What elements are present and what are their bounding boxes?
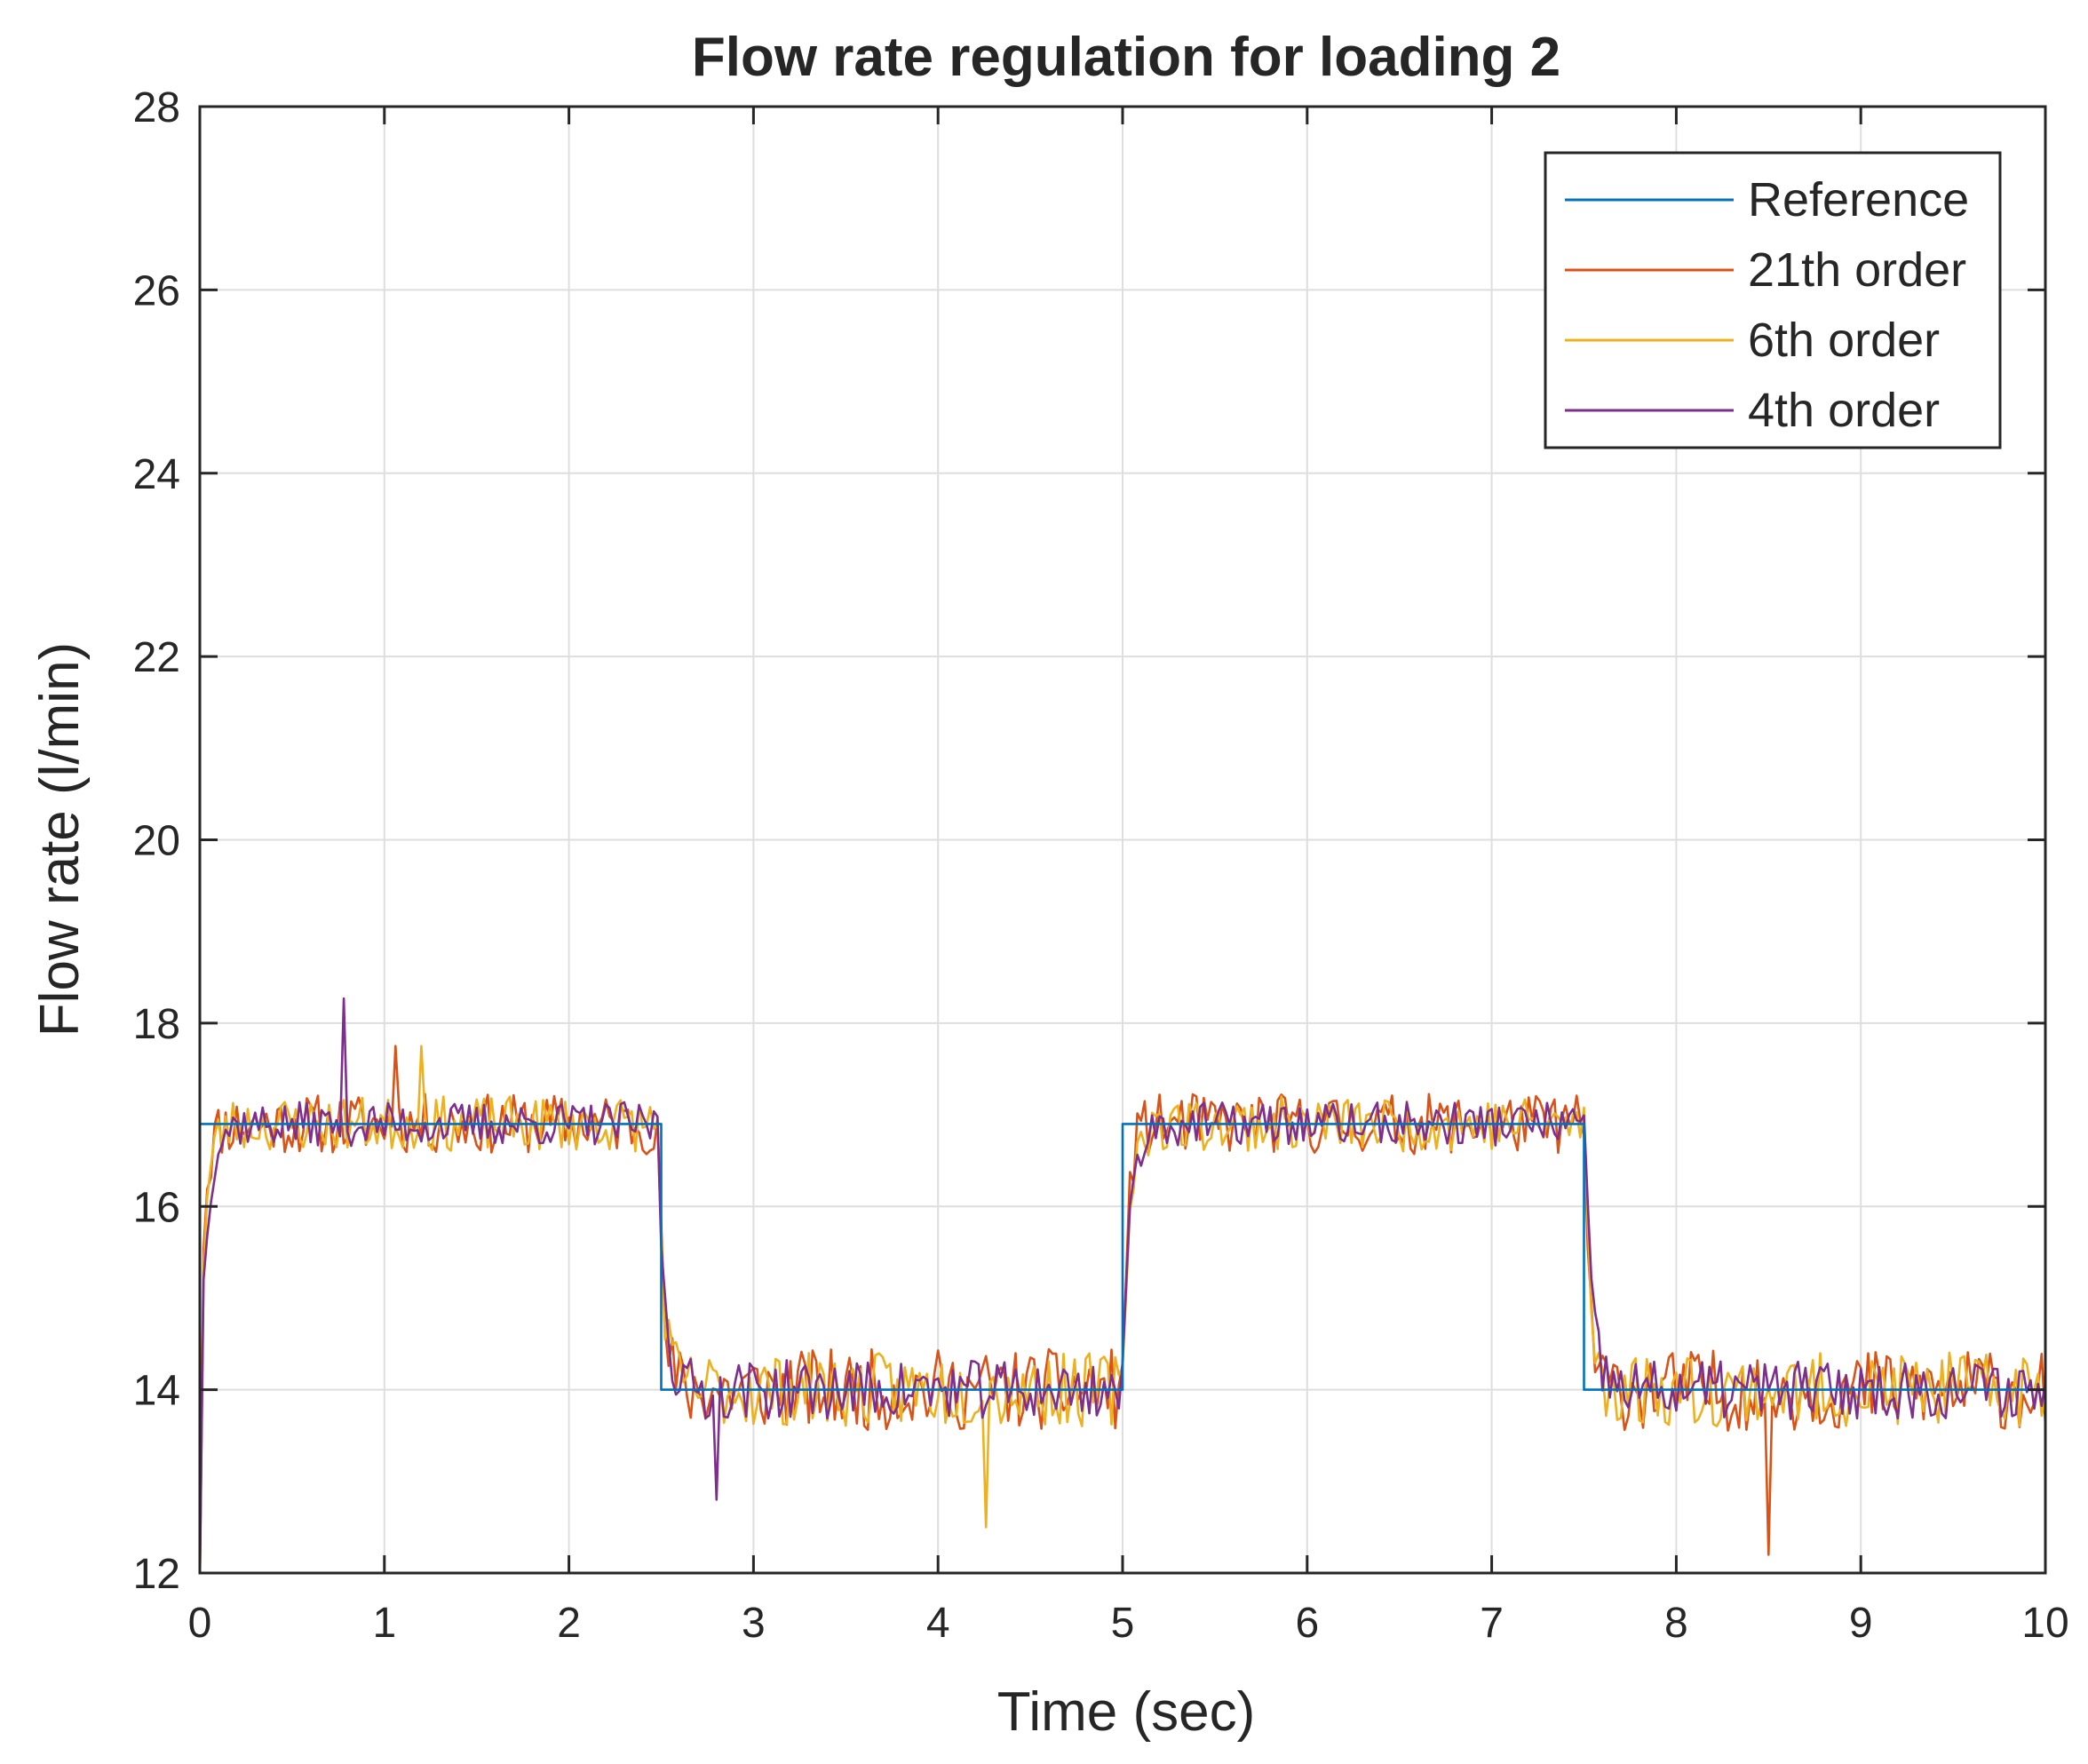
y-tick-label-4: 20 xyxy=(133,818,180,865)
x-tick-label-0: 0 xyxy=(188,1600,212,1647)
x-tick-label-8: 8 xyxy=(1664,1600,1688,1647)
plot-area xyxy=(200,997,2045,1573)
x-tick-label-6: 6 xyxy=(1295,1600,1319,1647)
x-tick-label-5: 5 xyxy=(1111,1600,1135,1647)
x-tick-label-1: 1 xyxy=(372,1600,396,1647)
x-axis-label: Time (sec) xyxy=(997,1681,1255,1743)
legend: Reference 21th order 6th order 4th order xyxy=(1544,151,2002,449)
series-line-reference xyxy=(200,1123,2045,1391)
legend-label-3: 4th order xyxy=(1748,384,1940,437)
y-axis-label: Flow rate (l/min) xyxy=(29,642,91,1037)
x-tick-label-2: 2 xyxy=(557,1600,581,1647)
y-tick-label-1: 14 xyxy=(133,1368,180,1415)
legend-label-0: Reference xyxy=(1748,173,1969,226)
x-tick-label-10: 10 xyxy=(2021,1600,2068,1647)
legend-label-2: 6th order xyxy=(1748,314,1940,367)
x-tick-label-9: 9 xyxy=(1849,1600,1873,1647)
y-tick-label-0: 12 xyxy=(133,1551,180,1598)
legend-label-1: 21th order xyxy=(1748,243,1966,297)
y-tick-label-6: 24 xyxy=(133,451,180,498)
y-tick-label-8: 28 xyxy=(133,84,180,131)
y-tick-label-3: 18 xyxy=(133,1001,180,1048)
x-tick-label-4: 4 xyxy=(926,1600,950,1647)
chart-title: Flow rate regulation for loading 2 xyxy=(692,27,1560,88)
y-tick-label-7: 26 xyxy=(133,267,180,314)
y-tick-label-2: 16 xyxy=(133,1184,180,1231)
legend-box xyxy=(1544,151,2002,449)
x-tick-label-7: 7 xyxy=(1480,1600,1504,1647)
x-tick-label-3: 3 xyxy=(742,1600,766,1647)
y-tick-label-5: 22 xyxy=(133,634,180,681)
